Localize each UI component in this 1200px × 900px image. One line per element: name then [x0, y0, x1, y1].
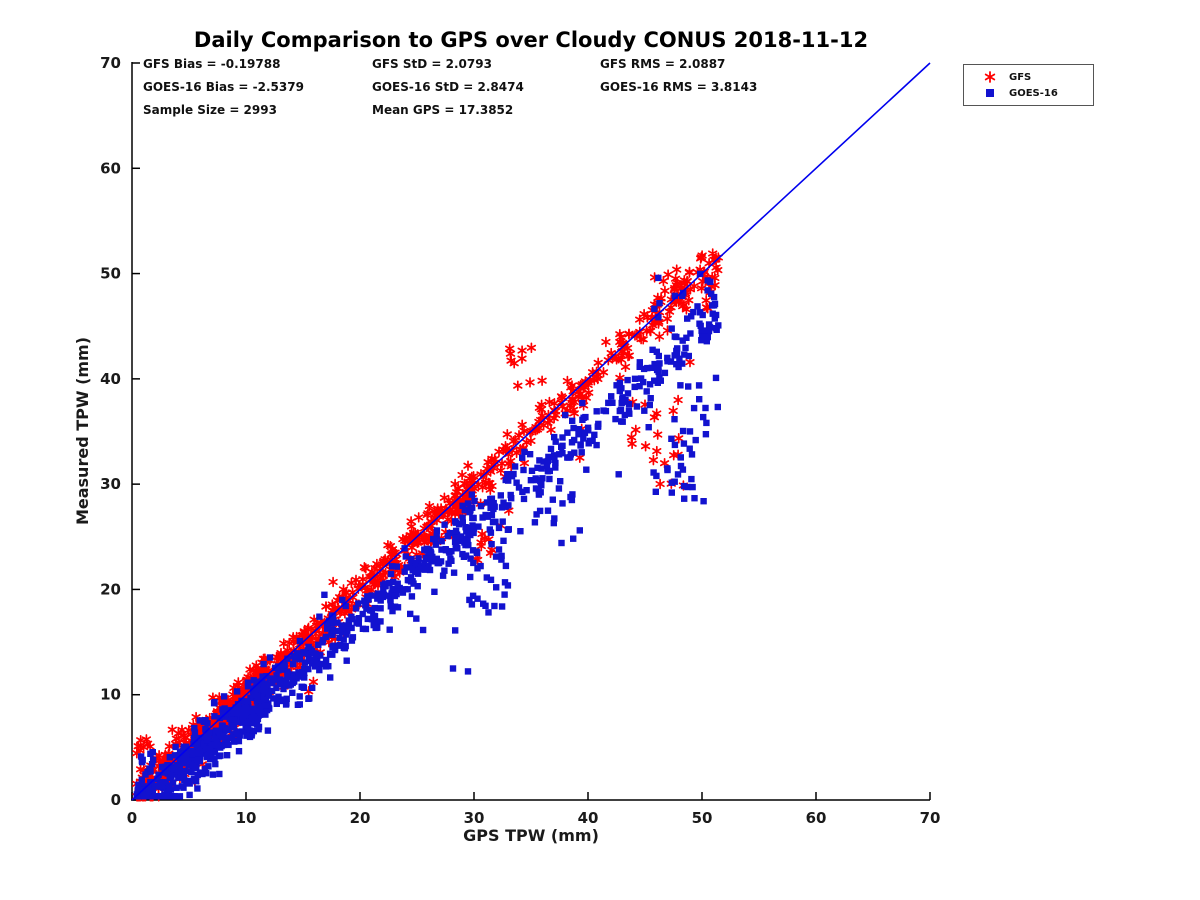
x-axis-label: GPS TPW (mm) [463, 826, 599, 845]
legend-label-gfs: GFS [1009, 71, 1032, 83]
legend-label-goes16: GOES-16 [1009, 87, 1058, 99]
x-tick-label: 20 [350, 809, 371, 827]
stat-gfs-rms: GFS RMS = 2.0887 [600, 57, 726, 71]
identity-line [131, 62, 931, 801]
chart-title: Daily Comparison to GPS over Cloudy CONU… [193, 28, 869, 52]
stat-mean-gps: Mean GPS = 17.3852 [372, 103, 514, 117]
y-tick-label: 20 [100, 580, 121, 598]
stat-gfs-std: GFS StD = 2.0793 [372, 57, 492, 71]
y-tick-label: 30 [100, 475, 121, 493]
x-tick-label: 30 [464, 809, 485, 827]
x-tick-label: 50 [692, 809, 713, 827]
y-tick-label: 50 [100, 265, 121, 283]
y-tick-label: 70 [100, 54, 121, 72]
x-tick-label: 60 [806, 809, 827, 827]
gfs-asterisk-icon [984, 71, 996, 83]
y-tick-label: 40 [100, 370, 121, 388]
stat-goes16-rms: GOES-16 RMS = 3.8143 [600, 80, 758, 94]
legend-item-gfs: GFS [964, 69, 1093, 85]
y-axis-label: Measured TPW (mm) [73, 337, 92, 525]
x-tick-label: 70 [920, 809, 941, 827]
axis-ticks: 0 10 20 30 40 50 60 70 0 10 20 30 40 50 60 70 [100, 54, 940, 827]
x-tick-label: 10 [236, 809, 257, 827]
y-tick-label: 0 [111, 791, 121, 809]
y-tick-label: 60 [100, 159, 121, 177]
goes16-square-icon [986, 89, 994, 97]
x-tick-label: 0 [127, 809, 137, 827]
legend: GFS GOES-16 [963, 64, 1094, 106]
legend-item-goes16: GOES-16 [964, 85, 1093, 101]
stat-gfs-bias: GFS Bias = -0.19788 [143, 57, 281, 71]
y-tick-label: 10 [100, 686, 121, 704]
x-tick-label: 40 [578, 809, 599, 827]
stat-goes16-bias: GOES-16 Bias = -2.5379 [143, 80, 304, 94]
stat-goes16-std: GOES-16 StD = 2.8474 [372, 80, 524, 94]
goes16-points [133, 270, 722, 800]
stat-sample-size: Sample Size = 2993 [143, 103, 277, 117]
